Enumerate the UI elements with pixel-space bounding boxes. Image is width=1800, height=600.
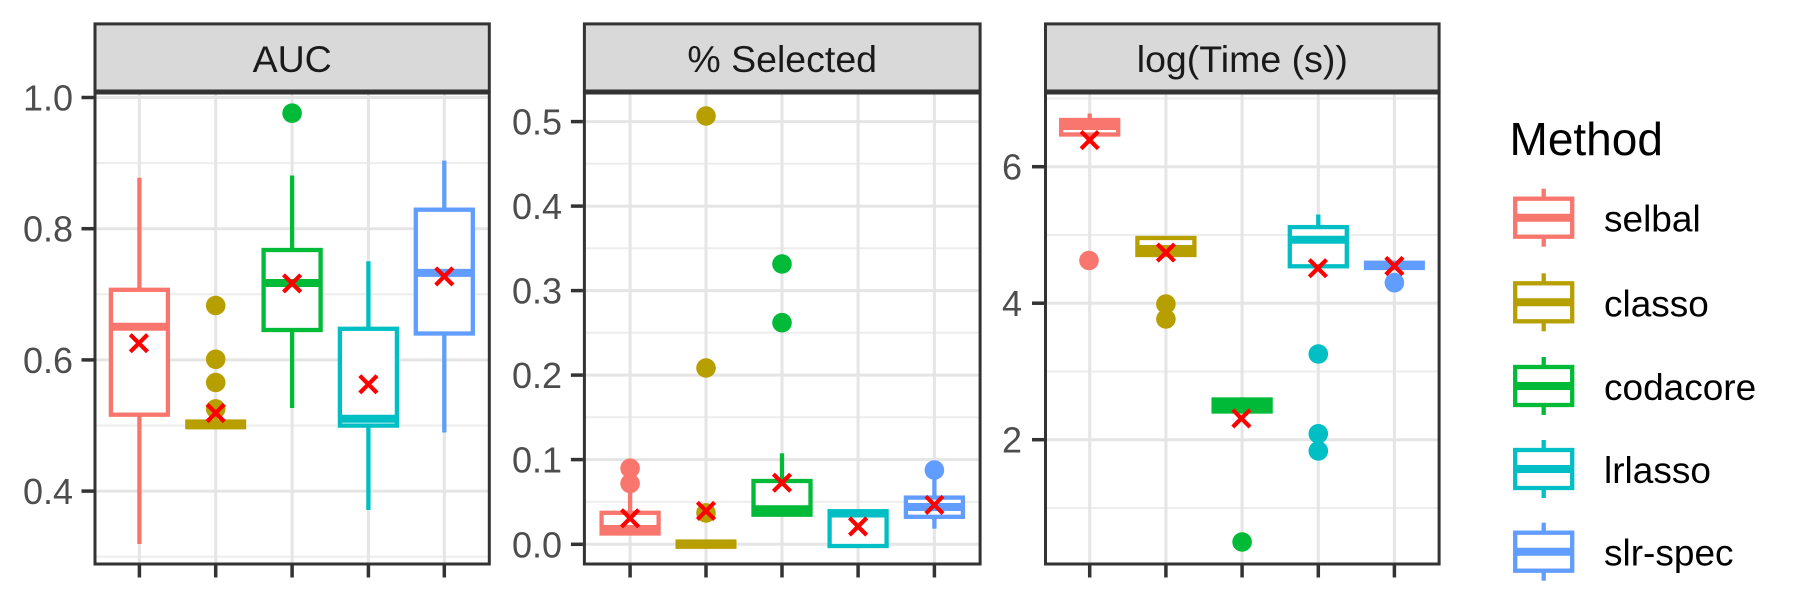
svg-text:4: 4: [1002, 283, 1022, 324]
svg-text:0.4: 0.4: [23, 471, 73, 512]
svg-text:6: 6: [1002, 147, 1022, 188]
svg-text:AUC: AUC: [253, 38, 332, 80]
svg-text:0.1: 0.1: [512, 440, 562, 481]
svg-text:classo: classo: [1604, 283, 1709, 324]
svg-text:selbal: selbal: [1604, 199, 1701, 240]
svg-text:1.0: 1.0: [23, 78, 73, 119]
svg-text:codacore: codacore: [1604, 367, 1756, 408]
svg-text:% Selected: % Selected: [687, 38, 877, 80]
svg-text:2: 2: [1002, 420, 1022, 461]
svg-text:0.0: 0.0: [512, 524, 562, 565]
svg-text:0.6: 0.6: [23, 340, 73, 381]
svg-text:Method: Method: [1510, 113, 1663, 165]
svg-text:lrlasso: lrlasso: [1604, 450, 1711, 491]
svg-text:0.5: 0.5: [512, 102, 562, 143]
svg-text:0.8: 0.8: [23, 209, 73, 250]
svg-text:0.4: 0.4: [512, 186, 562, 227]
svg-text:0.3: 0.3: [512, 271, 562, 312]
svg-text:0.2: 0.2: [512, 355, 562, 396]
svg-text:slr-spec: slr-spec: [1604, 533, 1734, 574]
svg-text:log(Time (s)): log(Time (s)): [1137, 38, 1348, 80]
